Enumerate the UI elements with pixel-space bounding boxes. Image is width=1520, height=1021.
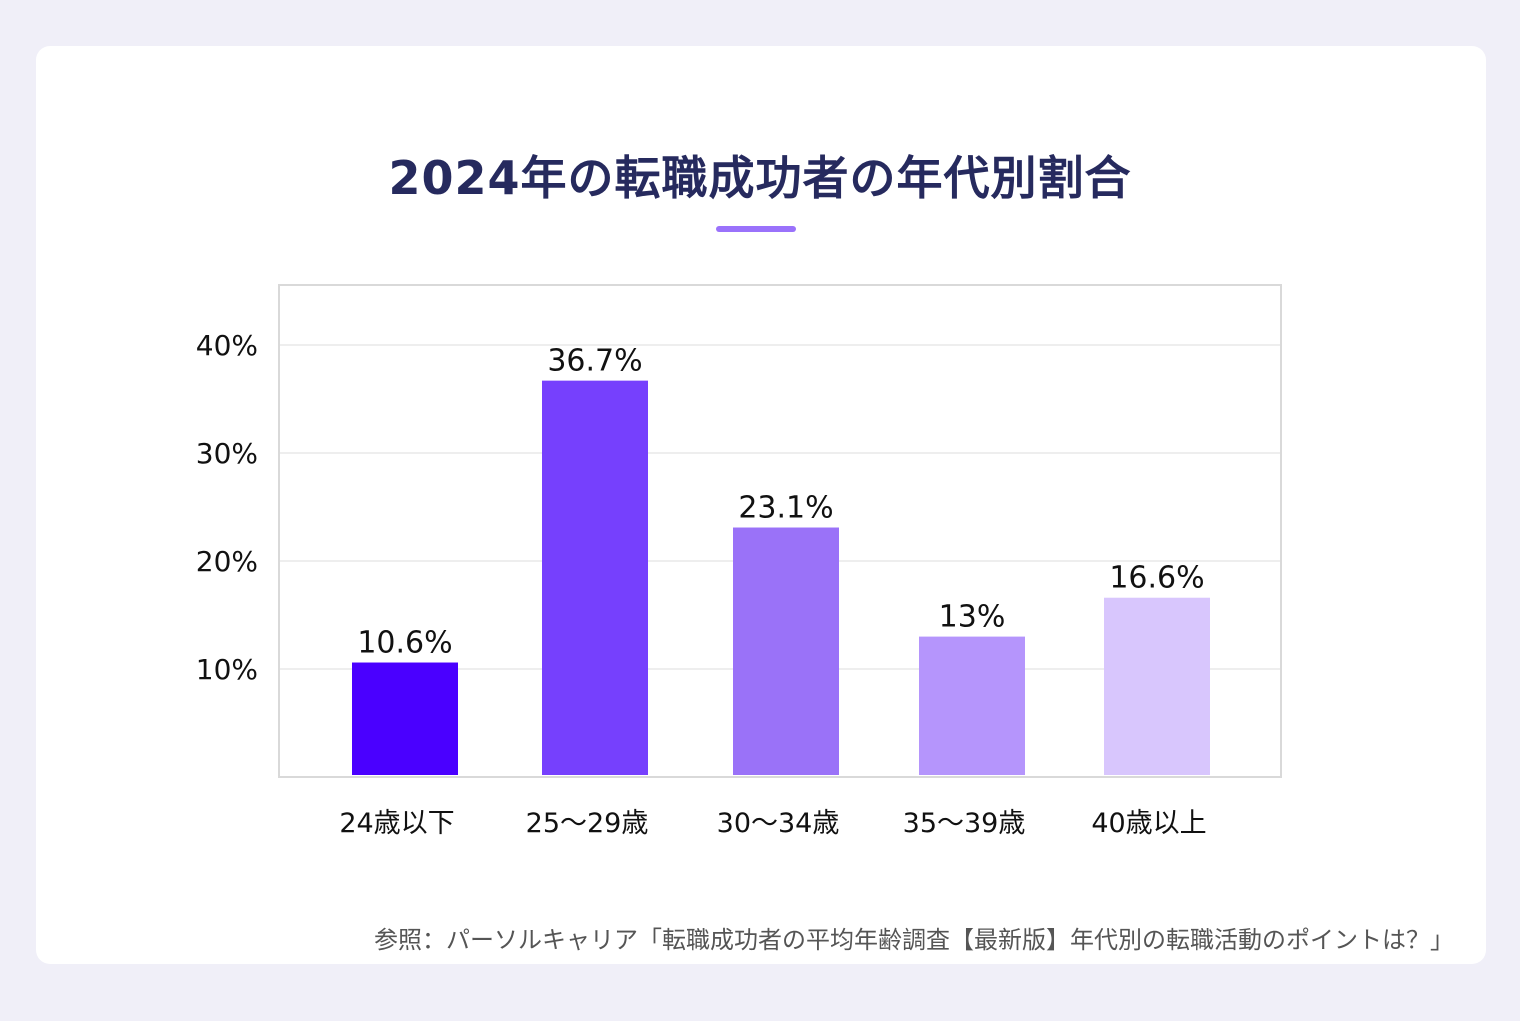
y-tick-label: 40% — [196, 329, 258, 362]
y-tick-label: 20% — [196, 545, 258, 578]
y-axis-ticks: 10% 20% 30% 40% — [196, 329, 258, 686]
chart-title: 2024年の転職成功者の年代別割合 — [388, 151, 1132, 205]
category-label: 30〜34歳 — [717, 808, 840, 839]
bar — [1104, 597, 1210, 775]
bar — [919, 636, 1025, 775]
source-note: 参照：パーソルキャリア「転職成功者の平均年齢調査【最新版】年代別の転職活動のポイ… — [374, 926, 1454, 954]
title-underline — [716, 226, 796, 232]
category-label: 35〜39歳 — [903, 808, 1026, 839]
bar-value-label: 10.6% — [357, 626, 452, 661]
category-label: 24歳以下 — [339, 808, 454, 839]
data-labels: 10.6% 36.7% 23.1% 13% 16.6% — [357, 344, 1204, 661]
category-label: 25〜29歳 — [526, 808, 649, 839]
bar-value-label: 13% — [939, 600, 1006, 635]
bar — [733, 527, 839, 775]
y-tick-label: 10% — [196, 653, 258, 686]
bar-value-label: 23.1% — [738, 491, 833, 526]
bar — [352, 662, 458, 775]
bar-value-label: 36.7% — [547, 344, 642, 379]
y-tick-label: 30% — [196, 437, 258, 470]
bar — [542, 380, 648, 775]
category-labels: 24歳以下 25〜29歳 30〜34歳 35〜39歳 40歳以上 — [339, 808, 1206, 839]
plot-frame — [278, 284, 1282, 778]
chart-card — [36, 46, 1486, 964]
bar-value-label: 16.6% — [1109, 561, 1204, 596]
category-label: 40歳以上 — [1091, 808, 1206, 839]
bars — [352, 380, 1210, 775]
